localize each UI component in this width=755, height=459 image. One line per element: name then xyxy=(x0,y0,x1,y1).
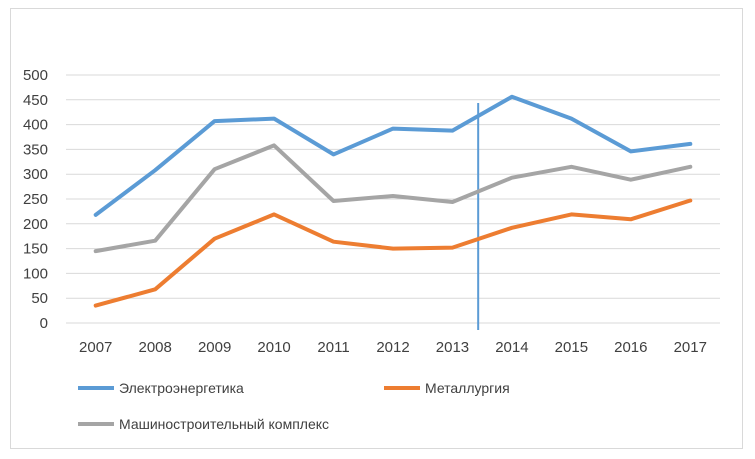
y-tick-label: 450 xyxy=(23,92,48,109)
x-tick-label: 2011 xyxy=(317,339,349,356)
legend-label-2: Машиностроительный комплекс xyxy=(119,416,329,432)
x-tick-label: 2017 xyxy=(674,339,707,356)
series-line-2 xyxy=(93,143,693,254)
series-line-0 xyxy=(93,94,693,217)
y-tick-label: 500 xyxy=(23,67,48,84)
x-tick-label: 2014 xyxy=(495,339,528,356)
legend: Электроэнергетика Металлургия Машиностроит… xyxy=(78,380,510,432)
x-axis-ticks: 2007 2008 2009 2010 2011 2012 2013 2014 2015 2016… xyxy=(79,339,707,356)
x-tick-label: 2007 xyxy=(79,339,112,356)
y-tick-label: 300 xyxy=(23,166,48,183)
x-tick-label: 2016 xyxy=(614,339,647,356)
legend-label-0: Электроэнергетика xyxy=(119,380,244,396)
x-tick-label: 2008 xyxy=(138,339,171,356)
series-line-1 xyxy=(93,198,693,308)
x-tick-label: 2009 xyxy=(198,339,231,356)
y-tick-label: 0 xyxy=(40,315,48,332)
y-tick-label: 150 xyxy=(23,241,48,258)
x-tick-label: 2010 xyxy=(257,339,290,356)
y-tick-label: 200 xyxy=(23,216,48,233)
legend-label-1: Металлургия xyxy=(425,380,510,396)
y-tick-label: 50 xyxy=(31,290,48,307)
y-tick-label: 250 xyxy=(23,191,48,208)
series-lines xyxy=(93,94,693,308)
x-tick-label: 2012 xyxy=(376,339,409,356)
x-tick-label: 2015 xyxy=(555,339,588,356)
chart-frame xyxy=(10,8,743,449)
gridlines xyxy=(66,74,720,299)
x-tick-label: 2013 xyxy=(436,339,469,356)
y-axis-ticks: 0 50 100 150 200 250 300 350 400 450 500 xyxy=(23,67,48,332)
y-tick-label: 100 xyxy=(23,265,48,282)
y-tick-label: 350 xyxy=(23,141,48,158)
y-tick-label: 400 xyxy=(23,117,48,134)
